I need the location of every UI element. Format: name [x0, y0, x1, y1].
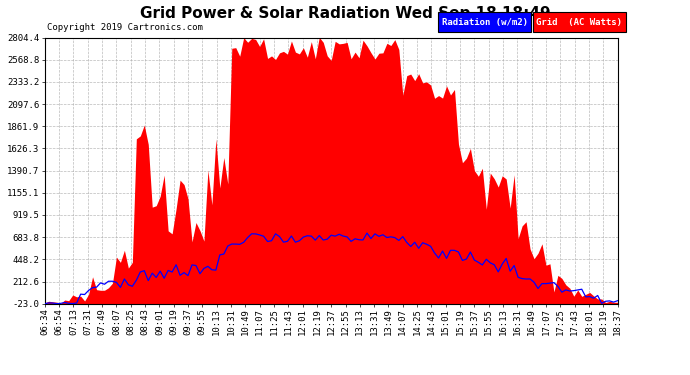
Text: Grid  (AC Watts): Grid (AC Watts) [536, 18, 622, 27]
Text: Copyright 2019 Cartronics.com: Copyright 2019 Cartronics.com [47, 22, 203, 32]
Text: Radiation (w/m2): Radiation (w/m2) [442, 18, 528, 27]
Text: Grid Power & Solar Radiation Wed Sep 18 18:49: Grid Power & Solar Radiation Wed Sep 18 … [139, 6, 551, 21]
